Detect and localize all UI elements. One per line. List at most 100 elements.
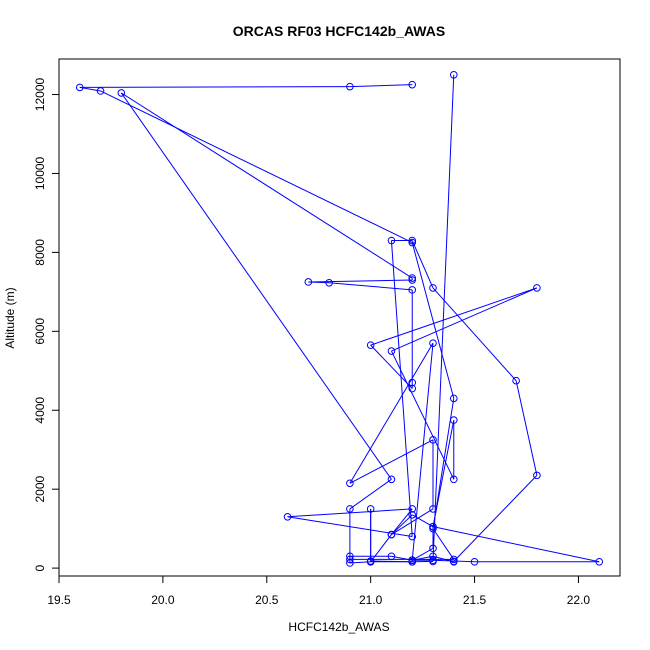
data-point <box>366 557 375 566</box>
series-segment <box>432 559 475 563</box>
data-point <box>96 87 105 95</box>
y-tick-label: 2000 <box>33 476 47 503</box>
y-tick-label: 6000 <box>33 318 47 345</box>
data-point <box>429 557 437 566</box>
series-segment <box>391 514 413 535</box>
series-segment <box>515 380 538 476</box>
series-segment <box>329 282 413 291</box>
series-segment <box>391 508 413 535</box>
data-point <box>366 341 375 349</box>
data-point <box>346 82 354 91</box>
data-point <box>75 83 84 92</box>
data-point <box>429 339 437 347</box>
data-point <box>408 286 417 294</box>
data-point <box>512 376 520 385</box>
data-point <box>366 505 375 513</box>
data-point <box>387 552 396 561</box>
data-point <box>387 530 396 539</box>
x-tick-label: 22.0 <box>567 593 591 607</box>
series-segment <box>432 526 600 563</box>
data-point <box>408 505 417 513</box>
data-point <box>449 394 458 403</box>
data-point <box>117 89 126 97</box>
x-axis: 19.5 20.0 20.5 21.0 21.5 22.0 <box>47 576 590 607</box>
series-segment <box>120 92 392 480</box>
data-point <box>408 238 417 247</box>
series-segment <box>121 92 413 279</box>
series-segment <box>100 90 413 243</box>
data-point <box>408 532 417 541</box>
series-segment <box>411 240 434 289</box>
data-point <box>449 416 458 424</box>
series-segment <box>391 508 434 535</box>
data-point <box>408 511 417 519</box>
data-point <box>346 479 354 488</box>
x-tick-label: 19.5 <box>47 593 71 607</box>
series-segment <box>411 343 434 561</box>
data-point <box>408 236 417 245</box>
series-segment <box>349 478 392 510</box>
data-point <box>408 80 417 89</box>
data-point <box>325 278 333 287</box>
data-point <box>449 475 458 484</box>
series-segment <box>411 547 434 561</box>
data-point <box>346 505 354 513</box>
series-segment <box>370 344 413 389</box>
data-point <box>533 471 541 480</box>
data-point <box>408 274 417 282</box>
series-segment <box>453 475 538 562</box>
series-segment <box>432 528 455 560</box>
x-tick-label: 20.0 <box>151 593 175 607</box>
series-segment <box>411 514 434 528</box>
x-tick-label: 20.5 <box>255 593 279 607</box>
data-point <box>429 552 437 561</box>
data-point <box>429 544 437 553</box>
y-tick-label: 10000 <box>33 156 47 190</box>
data-point <box>387 236 396 245</box>
series-segment <box>308 279 413 283</box>
data-point <box>429 505 437 513</box>
data-point <box>470 557 479 566</box>
data-point <box>429 436 437 444</box>
chart-title: ORCAS RF03 HCFC142b_AWAS <box>233 23 445 39</box>
series-segment <box>79 86 350 88</box>
data-point <box>408 276 417 284</box>
series-segment <box>432 287 517 381</box>
data-point <box>283 513 292 521</box>
series-segment <box>390 240 413 537</box>
data-point <box>429 284 437 292</box>
y-axis-label: Altitude (m) <box>3 287 17 348</box>
data-point <box>595 557 604 566</box>
data-point <box>449 555 458 564</box>
data-point <box>449 557 458 566</box>
series-segment <box>390 350 455 480</box>
series-segment <box>432 74 455 562</box>
data-point <box>387 347 396 355</box>
series-segment <box>411 242 455 399</box>
data-point <box>449 70 458 79</box>
y-axis: 0 2000 4000 6000 8000 10000 12000 <box>33 78 59 571</box>
data-point <box>346 555 354 564</box>
series-layer <box>75 70 604 567</box>
x-axis-label: HCFC142b_AWAS <box>288 620 389 634</box>
data-point <box>429 524 437 533</box>
data-point <box>533 284 541 292</box>
x-tick-label: 21.5 <box>463 593 487 607</box>
data-point <box>429 522 437 531</box>
series-segment <box>370 534 392 563</box>
data-point <box>408 378 417 387</box>
series-segment <box>349 342 434 484</box>
data-point <box>304 278 313 286</box>
data-point <box>408 384 417 393</box>
series-segment <box>287 516 413 538</box>
data-point <box>408 557 417 566</box>
series-segment <box>391 287 538 352</box>
y-tick-label: 12000 <box>33 78 47 112</box>
series-segment <box>287 508 413 518</box>
series-segment <box>349 84 413 88</box>
data-point <box>346 552 354 561</box>
series-segment <box>349 439 434 484</box>
data-point <box>387 475 396 484</box>
y-tick-label: 8000 <box>33 239 47 266</box>
